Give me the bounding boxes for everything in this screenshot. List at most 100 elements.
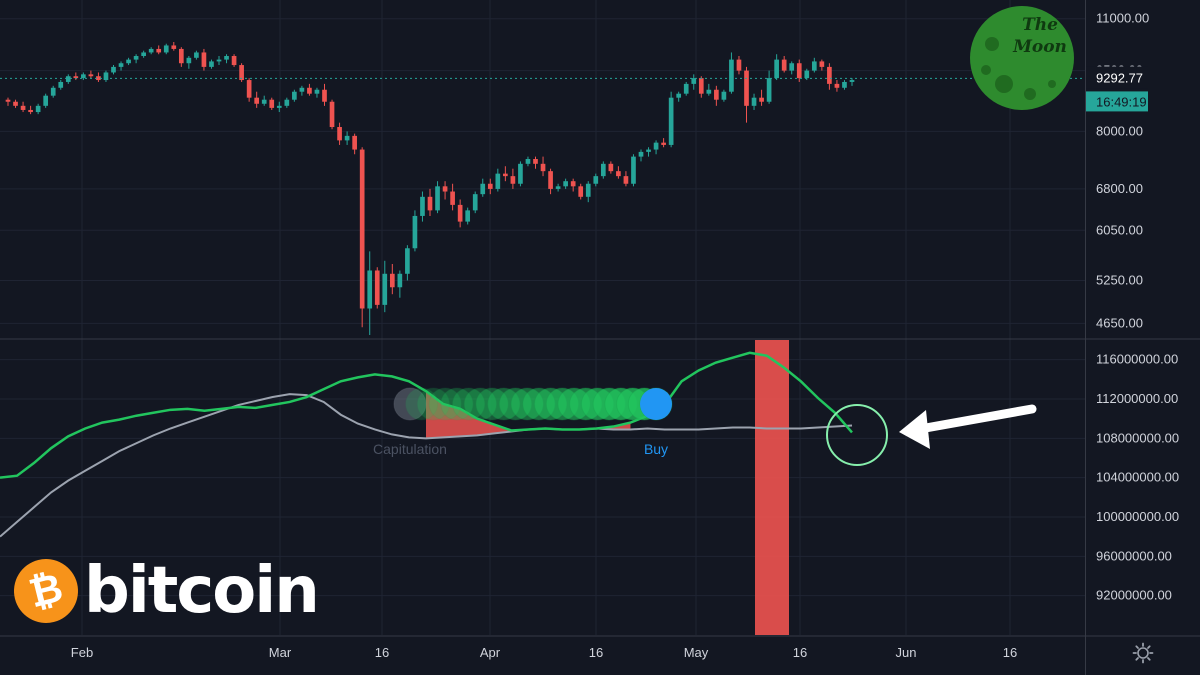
candle[interactable] <box>510 168 516 189</box>
candle[interactable] <box>668 91 674 148</box>
candle[interactable] <box>50 85 56 98</box>
candle[interactable] <box>698 76 704 98</box>
candle[interactable] <box>570 178 576 192</box>
candle[interactable] <box>389 263 395 295</box>
candle[interactable] <box>827 63 832 90</box>
candle[interactable] <box>111 65 116 75</box>
candle[interactable] <box>691 74 697 90</box>
candle[interactable] <box>337 122 342 145</box>
candle[interactable] <box>58 80 64 90</box>
candle[interactable] <box>714 85 719 106</box>
candle[interactable] <box>284 97 290 108</box>
candle[interactable] <box>789 61 795 75</box>
candle[interactable] <box>292 89 297 102</box>
candle[interactable] <box>178 47 184 67</box>
candle[interactable] <box>216 56 222 66</box>
indicator-pane[interactable]: Capitulation Buy <box>0 340 1037 635</box>
candle[interactable] <box>133 54 139 64</box>
candle[interactable] <box>533 156 538 169</box>
candle[interactable] <box>495 168 501 192</box>
candle[interactable] <box>729 52 734 94</box>
candle[interactable] <box>344 131 350 145</box>
candle[interactable] <box>503 166 508 182</box>
candle[interactable] <box>314 87 320 98</box>
candle[interactable] <box>28 105 33 115</box>
candle[interactable] <box>420 191 425 222</box>
candle[interactable] <box>427 188 433 216</box>
candle[interactable] <box>412 210 418 252</box>
candle[interactable] <box>465 207 471 225</box>
candle[interactable] <box>631 154 636 187</box>
candle[interactable] <box>759 89 764 106</box>
candle[interactable] <box>43 93 49 108</box>
candle[interactable] <box>352 133 357 155</box>
candle[interactable] <box>578 183 584 200</box>
candle[interactable] <box>616 166 621 179</box>
candle[interactable] <box>661 138 666 148</box>
candle[interactable] <box>35 103 41 115</box>
candle[interactable] <box>126 57 131 66</box>
candle[interactable] <box>683 81 689 96</box>
candle[interactable] <box>382 260 388 313</box>
candle[interactable] <box>472 191 478 214</box>
candle[interactable] <box>608 161 614 174</box>
candle[interactable] <box>638 149 644 162</box>
candle[interactable] <box>796 59 802 82</box>
candle[interactable] <box>246 78 252 102</box>
candle[interactable] <box>156 45 162 55</box>
candle[interactable] <box>374 267 380 309</box>
price-pane[interactable] <box>0 41 1085 335</box>
candle[interactable] <box>20 101 26 113</box>
candle[interactable] <box>88 70 94 79</box>
candle[interactable] <box>435 181 440 214</box>
candle[interactable] <box>457 199 463 228</box>
candle[interactable] <box>548 168 553 195</box>
candle[interactable] <box>487 178 493 195</box>
candle[interactable] <box>706 83 712 96</box>
candle[interactable] <box>201 48 207 71</box>
candle[interactable] <box>480 178 486 197</box>
candle[interactable] <box>299 85 305 96</box>
candle[interactable] <box>307 83 312 96</box>
candle[interactable] <box>103 70 109 82</box>
candle[interactable] <box>209 59 214 69</box>
candle[interactable] <box>593 173 599 187</box>
candle[interactable] <box>585 181 591 203</box>
candle[interactable] <box>254 91 260 108</box>
candle[interactable] <box>842 80 847 90</box>
candle[interactable] <box>676 91 682 102</box>
candle[interactable] <box>269 97 275 110</box>
candle[interactable] <box>653 140 659 155</box>
candle[interactable] <box>563 178 568 189</box>
candle[interactable] <box>322 83 327 106</box>
candle[interactable] <box>329 99 335 130</box>
candle[interactable] <box>540 156 546 177</box>
candle[interactable] <box>5 97 11 106</box>
candle[interactable] <box>65 74 71 84</box>
candle[interactable] <box>849 78 855 86</box>
candle[interactable] <box>186 56 192 69</box>
candle[interactable] <box>751 93 757 110</box>
candle[interactable] <box>600 161 606 179</box>
candle[interactable] <box>811 57 817 73</box>
candle[interactable] <box>450 183 455 211</box>
candle[interactable] <box>81 72 86 81</box>
candle[interactable] <box>118 61 124 71</box>
candle[interactable] <box>359 147 365 328</box>
candle[interactable] <box>774 54 779 81</box>
candle[interactable] <box>231 54 237 67</box>
candle[interactable] <box>623 171 629 187</box>
candle[interactable] <box>261 95 267 106</box>
candle[interactable] <box>194 50 199 60</box>
candle[interactable] <box>834 80 840 92</box>
candle[interactable] <box>13 99 18 108</box>
gear-icon[interactable] <box>1132 642 1154 664</box>
candle[interactable] <box>224 54 229 64</box>
candle[interactable] <box>646 147 651 157</box>
candle[interactable] <box>819 59 825 71</box>
candle[interactable] <box>141 50 146 58</box>
candle[interactable] <box>721 89 727 102</box>
candle[interactable] <box>239 63 244 82</box>
candle[interactable] <box>96 72 101 82</box>
candle[interactable] <box>148 47 154 55</box>
